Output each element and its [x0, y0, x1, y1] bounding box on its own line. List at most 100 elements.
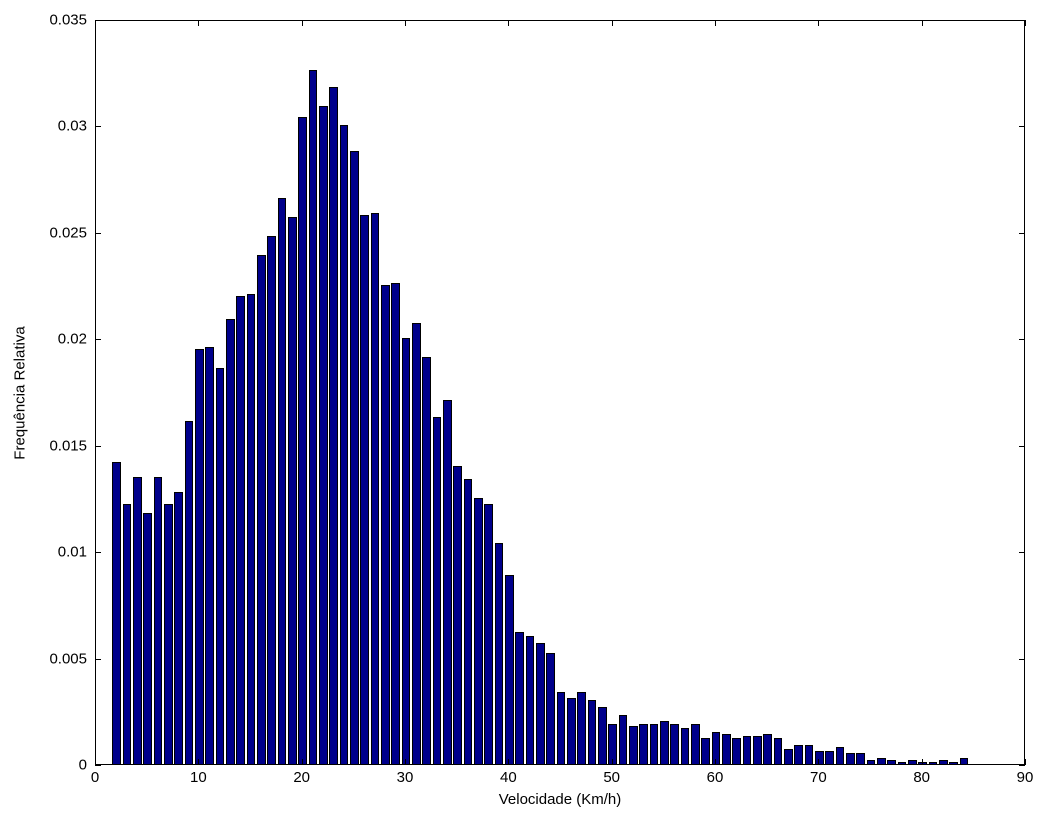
y-tick-label: 0.025 — [0, 224, 87, 241]
histogram-bar — [753, 736, 762, 764]
histogram-bar — [360, 215, 369, 764]
y-tick — [95, 765, 101, 766]
x-tick-top — [405, 20, 406, 26]
y-tick-label: 0.035 — [0, 12, 87, 29]
y-tick-right — [1019, 20, 1025, 21]
histogram-bar — [629, 726, 638, 764]
histogram-bar — [856, 753, 865, 764]
histogram-bar — [226, 319, 235, 764]
histogram-bar — [123, 504, 132, 764]
histogram-bar — [309, 70, 318, 764]
x-tick — [405, 759, 406, 765]
histogram-bar — [236, 296, 245, 764]
x-tick-label: 10 — [190, 769, 207, 786]
histogram-bar — [402, 338, 411, 764]
histogram-bar — [588, 700, 597, 764]
histogram-bar — [670, 724, 679, 764]
histogram-bar — [464, 479, 473, 764]
x-tick-top — [715, 20, 716, 26]
x-tick-label: 50 — [603, 769, 620, 786]
y-tick-right — [1019, 552, 1025, 553]
y-tick-right — [1019, 659, 1025, 660]
histogram-bar — [960, 758, 969, 764]
x-tick-top — [302, 20, 303, 26]
histogram-bar — [546, 653, 555, 764]
histogram-bar — [495, 543, 504, 764]
histogram-bar — [701, 738, 710, 764]
histogram-bar — [257, 255, 266, 764]
x-tick-label: 20 — [293, 769, 310, 786]
y-tick-right — [1019, 233, 1025, 234]
y-tick — [95, 552, 101, 553]
histogram-bar — [143, 513, 152, 764]
y-tick-label: 0.03 — [0, 118, 87, 135]
x-tick-label: 0 — [91, 769, 99, 786]
x-tick-label: 40 — [500, 769, 517, 786]
histogram-bar — [825, 751, 834, 764]
histogram-bar — [577, 692, 586, 764]
x-tick — [508, 759, 509, 765]
histogram-bar — [929, 762, 938, 764]
y-tick — [95, 446, 101, 447]
histogram-bar — [216, 368, 225, 764]
x-tick — [818, 759, 819, 765]
x-tick-top — [818, 20, 819, 26]
histogram-bar — [484, 504, 493, 764]
histogram-bar — [288, 217, 297, 764]
histogram-bar — [350, 151, 359, 764]
histogram-bar — [774, 738, 783, 764]
histogram-bar — [412, 323, 421, 764]
histogram-bar — [650, 724, 659, 764]
histogram-bar — [443, 400, 452, 764]
histogram-bar — [319, 106, 328, 764]
histogram-bar — [422, 357, 431, 764]
plot-area — [95, 20, 1025, 765]
histogram-bar — [185, 421, 194, 764]
histogram-bar — [247, 294, 256, 764]
histogram-bar — [391, 283, 400, 764]
histogram-bar — [918, 762, 927, 764]
x-tick — [922, 759, 923, 765]
x-tick — [715, 759, 716, 765]
histogram-bar — [660, 721, 669, 764]
y-tick — [95, 233, 101, 234]
histogram-bar — [474, 498, 483, 764]
histogram-bar — [598, 707, 607, 764]
histogram-bar — [867, 760, 876, 764]
y-tick-label: 0.01 — [0, 544, 87, 561]
histogram-bar — [340, 125, 349, 764]
histogram-bar — [515, 632, 524, 764]
histogram-bar — [267, 236, 276, 764]
y-axis-label: Frequência Relativa — [12, 326, 29, 459]
x-tick-top — [508, 20, 509, 26]
histogram-bar — [815, 751, 824, 764]
histogram-bar — [732, 738, 741, 764]
histogram-bar — [846, 753, 855, 764]
histogram-bar — [557, 692, 566, 764]
histogram-bar — [908, 760, 917, 764]
histogram-bar — [112, 462, 121, 764]
histogram-bar — [805, 745, 814, 764]
histogram-bar — [763, 734, 772, 764]
y-tick — [95, 339, 101, 340]
x-tick — [1025, 759, 1026, 765]
histogram-bar — [433, 417, 442, 764]
y-tick-label: 0 — [0, 757, 87, 774]
x-axis-label: Velocidade (Km/h) — [499, 791, 622, 808]
histogram-bar — [381, 285, 390, 764]
x-tick — [302, 759, 303, 765]
histogram-bar — [949, 762, 958, 764]
x-tick-label: 90 — [1017, 769, 1034, 786]
histogram-chart: 010203040506070809000.0050.010.0150.020.… — [0, 0, 1063, 827]
histogram-bar — [794, 745, 803, 764]
x-tick — [612, 759, 613, 765]
histogram-bar — [898, 762, 907, 764]
histogram-bar — [639, 724, 648, 764]
histogram-bar — [133, 477, 142, 764]
histogram-bar — [536, 643, 545, 764]
histogram-bar — [567, 698, 576, 764]
histogram-bar — [681, 728, 690, 764]
histogram-bar — [205, 347, 214, 764]
histogram-bar — [505, 575, 514, 764]
y-tick-right — [1019, 765, 1025, 766]
